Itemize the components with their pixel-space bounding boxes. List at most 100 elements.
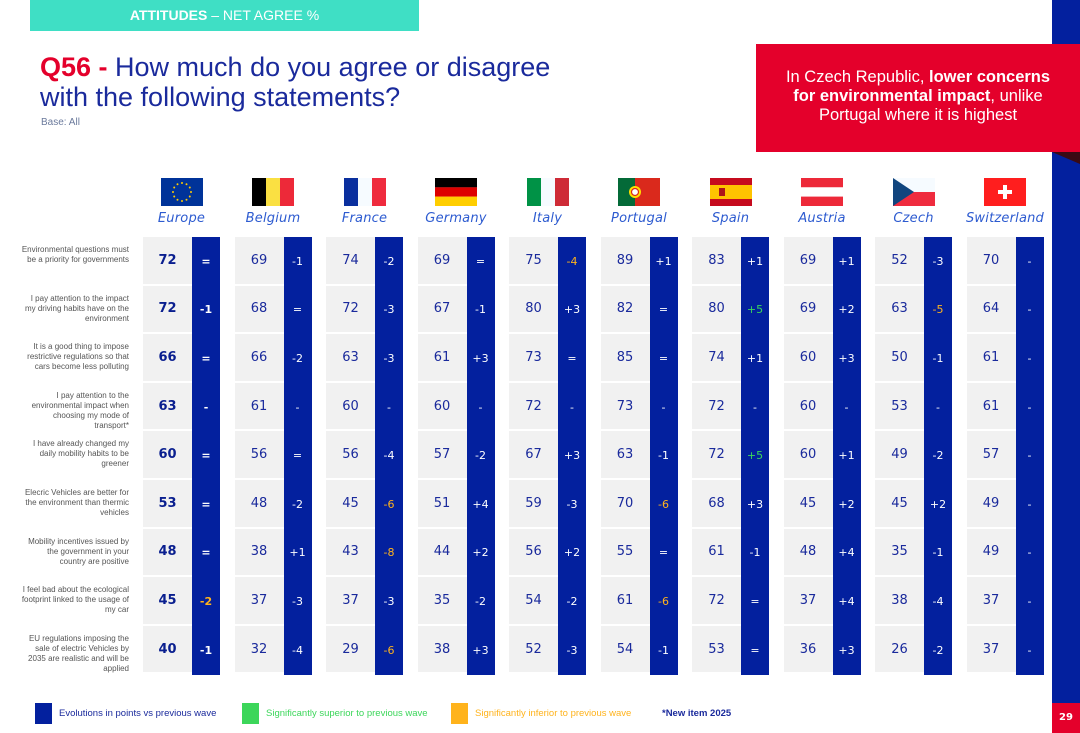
orange-swatch-icon: [451, 702, 468, 724]
evolution-value: +1: [655, 254, 672, 268]
value-cell: 67: [417, 285, 467, 335]
value-cell: 52: [875, 237, 924, 286]
net-agree-value: 61: [982, 398, 1000, 414]
value-cell: 43: [326, 528, 375, 578]
value-cell: 57: [417, 431, 467, 480]
evolution-value: -4: [932, 594, 944, 608]
evolution-value: +5: [746, 449, 764, 463]
value-cell: 68: [692, 480, 741, 529]
value-cell: 54: [600, 625, 650, 675]
page-title: Q56 - How much do you agree or disagree …: [40, 52, 600, 112]
callout-pre: In Czech Republic,: [785, 68, 930, 86]
value-cell: 44: [417, 528, 467, 578]
country-label: Portugal: [611, 211, 667, 226]
country-label: Belgium: [245, 211, 301, 226]
value-cell: 85: [600, 334, 650, 383]
value-cell: 74: [326, 237, 375, 286]
value-cell: 51: [417, 480, 467, 529]
question-text: How much do you agree or disagree with t…: [40, 52, 551, 112]
value-cell: 55: [600, 528, 650, 578]
value-cell: 45: [875, 480, 924, 529]
value-cell: 60: [326, 382, 375, 432]
section-banner-bold: ATTITUDES: [129, 7, 208, 23]
evolution-value: +2: [472, 546, 489, 560]
evolution-value: +2: [838, 497, 855, 511]
evolution-value: -: [387, 400, 391, 414]
value-cell: 38: [234, 528, 284, 578]
net-agree-value: 55: [616, 544, 634, 560]
net-agree-value: 72: [525, 398, 542, 414]
value-cell: 82: [600, 285, 650, 335]
value-cell: 73: [509, 334, 558, 383]
net-agree-value: 43: [342, 544, 359, 560]
evolution-value: -3: [383, 303, 395, 317]
value-cell: 66: [234, 334, 284, 383]
legend-evolutions: Evolutions in points vs previous wave: [35, 702, 217, 724]
net-agree-value: 63: [342, 349, 359, 365]
net-agree-value: 48: [250, 495, 268, 511]
net-agree-value: 57: [982, 447, 1000, 463]
value-cell: 53: [692, 625, 741, 675]
net-agree-value: 61: [708, 544, 725, 560]
net-agree-value: 32: [250, 641, 268, 657]
net-agree-value: 26: [891, 641, 908, 657]
net-agree-value: 72: [342, 301, 359, 317]
value-cell: 61: [692, 528, 741, 578]
value-cell: 69: [417, 237, 467, 286]
value-cell: 72: [326, 285, 375, 335]
evolution-column: [375, 237, 403, 675]
value-cell: 48: [234, 480, 284, 529]
evolution-value: -3: [383, 594, 395, 608]
net-agree-value: 38: [891, 592, 908, 608]
value-cell: 69: [783, 237, 833, 286]
value-cell: 50: [875, 334, 924, 383]
statement-label: It is a good thing to impose restrictive…: [27, 342, 129, 372]
net-agree-value: 49: [891, 447, 908, 463]
legend-evolutions-label: Evolutions in points vs previous wave: [59, 707, 217, 719]
evolution-value: -2: [932, 449, 944, 463]
germany-flag-icon: [435, 178, 477, 206]
value-cell: 61: [966, 382, 1016, 432]
value-cell: 36: [783, 625, 833, 675]
value-cell: 38: [417, 625, 467, 675]
value-cell: 60: [783, 431, 833, 480]
net-agree-value: 37: [342, 592, 359, 608]
value-cell: 72: [692, 431, 741, 480]
value-cell: 68: [234, 285, 284, 335]
net-agree-value: 49: [982, 544, 1000, 560]
evolution-value: =: [201, 497, 211, 511]
value-cell: 37: [966, 577, 1016, 626]
statement-label: I feel bad about the ecological footprin…: [21, 585, 129, 615]
net-agree-value: 85: [616, 349, 634, 365]
net-agree-value: 57: [433, 447, 451, 463]
evolution-value: -: [1027, 351, 1032, 365]
net-agree-value: 45: [799, 495, 817, 511]
net-agree-value: 53: [891, 398, 908, 414]
net-agree-value: 48: [799, 544, 817, 560]
evolution-value: -: [1027, 400, 1032, 414]
evolution-value: -: [936, 400, 940, 414]
value-cell: 89: [600, 237, 650, 286]
net-agree-value: 37: [982, 641, 1000, 657]
evolution-value: -: [203, 400, 209, 414]
evolution-column: [741, 237, 769, 675]
evolution-value: -: [1027, 546, 1032, 560]
country-label: Germany: [425, 211, 487, 226]
statement-label: Environmental questions must be a priori…: [21, 245, 129, 264]
net-agree-value: 73: [525, 349, 542, 365]
evolution-value: =: [292, 449, 303, 463]
value-cell: 72: [692, 382, 741, 432]
callout-box: In Czech Republic, lower concerns for en…: [756, 44, 1080, 152]
net-agree-value: 69: [433, 252, 451, 268]
net-agree-value: 40: [158, 641, 177, 657]
net-agree-value: 36: [799, 641, 817, 657]
evolution-column: [1015, 237, 1044, 675]
evolution-value: +3: [838, 351, 855, 365]
legend-superior-label: Significantly superior to previous wave: [266, 707, 428, 719]
evolution-value: -6: [383, 643, 395, 657]
net-agree-value: 61: [982, 349, 1000, 365]
czech-flag-icon: [892, 178, 935, 206]
eu-flag-icon: [160, 178, 203, 206]
evolution-value: -: [1027, 449, 1032, 463]
net-agree-value: 67: [525, 447, 542, 463]
